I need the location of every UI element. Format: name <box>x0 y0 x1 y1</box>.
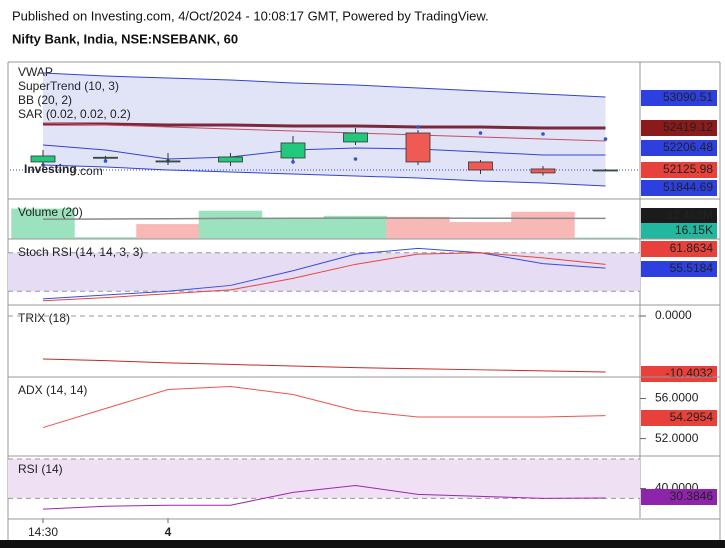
band-fill <box>8 458 640 499</box>
price-label-bg <box>641 223 717 239</box>
bb-basis <box>42 144 606 160</box>
volume-bar <box>261 217 325 239</box>
price-label: 52419.12 <box>663 120 713 134</box>
y-tick-label: 52.0000 <box>655 431 699 445</box>
price-label: 51844.69 <box>663 180 713 194</box>
sar-dot <box>541 132 545 136</box>
published-note: Published on Investing.com, 4/Oct/2024 -… <box>12 8 489 23</box>
price-label-bg <box>641 180 717 196</box>
volume-bar <box>136 224 200 239</box>
indicator-line <box>42 386 606 429</box>
sar-dot <box>103 159 108 163</box>
price-label-bg <box>641 90 717 106</box>
volume-bar <box>198 210 263 239</box>
volume-bar <box>323 215 388 239</box>
bb-lower <box>42 164 606 187</box>
y-tick-label: 56.0000 <box>655 391 699 405</box>
candle-body <box>218 156 243 163</box>
price-label-bg <box>641 489 717 505</box>
price-label: 52206.48 <box>663 140 713 154</box>
volume-bar <box>511 211 575 239</box>
indicator-line <box>42 485 606 510</box>
pane-title: Stoch RSI (14, 14, 3, 3) <box>18 245 143 259</box>
legend-label: BB (20, 2) <box>18 93 72 107</box>
price-label: 52125.98 <box>663 162 713 176</box>
volume-ma-line <box>42 217 606 221</box>
bb-fill <box>43 73 606 186</box>
indicator-line <box>43 122 606 130</box>
bb-upper <box>42 72 606 98</box>
price-label-bg <box>641 366 717 382</box>
bottom-strip <box>0 540 725 548</box>
volume-bar <box>386 216 450 239</box>
sar-dot <box>291 160 295 164</box>
price-label-bg <box>641 261 717 277</box>
price-label-bg <box>641 241 717 257</box>
price-label: 16.15K <box>675 223 713 237</box>
candle-body <box>93 156 118 159</box>
volume-bar <box>448 222 513 239</box>
price-label: 61.8634 <box>670 241 714 255</box>
symbol-title: Nifty Bank, India, NSE:NSEBANK, 60 <box>12 31 238 46</box>
indicator-line <box>42 358 606 373</box>
price-label: -10.4032 <box>666 366 714 380</box>
volume-bar <box>11 208 75 239</box>
candle-body <box>155 160 181 163</box>
price-label: 55.5184 <box>670 261 714 275</box>
candle-body <box>405 132 431 163</box>
price-label-bg <box>641 410 717 426</box>
candle-body <box>30 155 56 163</box>
candle-body <box>343 132 368 143</box>
band-fill <box>8 252 640 292</box>
sar-dot <box>416 125 420 129</box>
y-tick-label: 0.0000 <box>655 308 692 322</box>
price-label: 53090.51 <box>663 90 713 104</box>
x-tick-label: 4 <box>165 525 172 539</box>
sar-dot <box>603 137 608 141</box>
price-label-bg <box>641 162 717 178</box>
x-tick-label: 14:30 <box>28 525 58 539</box>
candle-body <box>280 142 306 159</box>
price-label: 30.3846 <box>670 489 714 503</box>
price-label-bg <box>641 120 717 136</box>
legend-label: SAR (0.02, 0.02, 0.2) <box>18 107 131 121</box>
price-label-bg <box>641 140 717 156</box>
sar-dot <box>353 157 358 161</box>
pane-title: RSI (14) <box>18 462 63 476</box>
indicator-line <box>42 122 606 142</box>
legend-label: SuperTrend (10, 3) <box>18 79 119 93</box>
price-label: 54.2954 <box>670 410 714 424</box>
legend-label: VWAP <box>18 65 53 79</box>
pane-title: TRIX (18) <box>18 311 70 325</box>
sar-dot <box>478 131 483 135</box>
pane-title: Volume (20) <box>18 205 83 219</box>
pane-title: ADX (14, 14) <box>18 383 87 397</box>
price-label: 32.463M <box>666 208 713 222</box>
candle-body <box>593 169 618 172</box>
candle-body <box>530 168 556 174</box>
watermark-suffix: .com <box>77 164 103 178</box>
indicator-line <box>42 252 606 302</box>
indicator-line <box>42 247 606 300</box>
candle-body <box>468 161 493 171</box>
price-label-bg <box>641 208 717 224</box>
watermark: Investing <box>24 162 77 176</box>
